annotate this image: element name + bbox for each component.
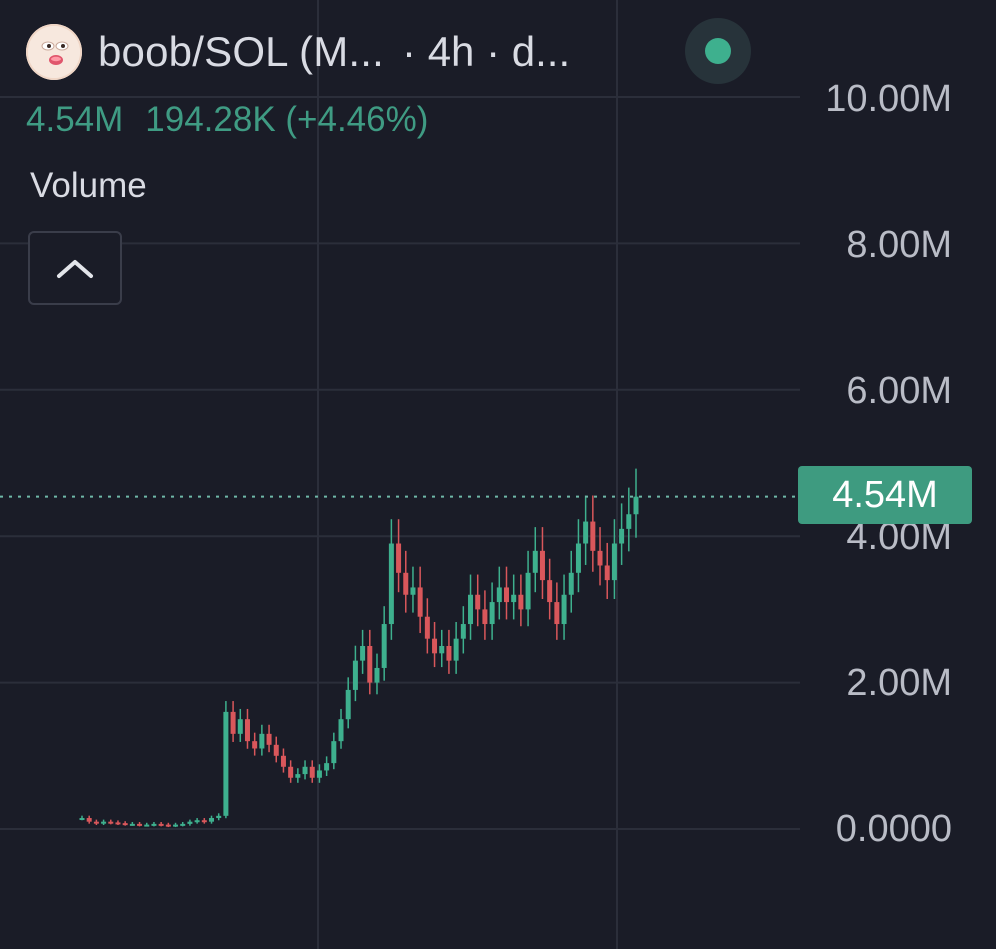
candle-body [590, 521, 596, 551]
candle-body [331, 741, 337, 764]
candle-body [604, 565, 610, 581]
candle-body [302, 766, 308, 775]
candle-body [129, 823, 135, 826]
chart-header: boob/SOL (M... · 4h · d... [26, 24, 570, 80]
candle-body [252, 741, 258, 749]
candle-body [439, 646, 445, 654]
candle-body [611, 543, 617, 581]
candle-body [173, 824, 179, 827]
candle-body [568, 572, 574, 595]
candle-body [597, 550, 603, 566]
candle-body [381, 624, 387, 668]
candle-body [223, 711, 229, 816]
y-tick-label: 0.0000 [835, 808, 952, 850]
candle-body [525, 572, 531, 610]
candle-body [360, 646, 366, 661]
candle-body [79, 818, 85, 821]
candle-body [209, 818, 215, 822]
candle-body [403, 572, 409, 595]
candle-body [338, 719, 344, 742]
chevron-up-icon [57, 260, 93, 278]
interval-label[interactable]: · 4h · d... [402, 28, 571, 75]
candle-body [144, 824, 150, 827]
candle-body [561, 594, 567, 625]
live-status-indicator[interactable] [685, 18, 751, 84]
y-tick-label: 6.00M [846, 370, 952, 412]
candle-body [352, 660, 358, 690]
candle-body [201, 820, 207, 823]
candle-body [345, 689, 351, 720]
candle-body [266, 733, 272, 745]
candle-body [288, 766, 294, 778]
candle-body [244, 719, 250, 742]
candle-body [165, 824, 171, 827]
candle-body [396, 543, 402, 573]
candle-body [453, 638, 459, 661]
chart-grid [0, 0, 800, 949]
candle-body [503, 587, 509, 603]
candle-body [237, 719, 243, 734]
candle-body [309, 766, 315, 778]
candle-body [424, 616, 430, 639]
candle-body [151, 823, 157, 826]
candle-body [216, 815, 222, 819]
volume-indicator-label[interactable]: Volume [30, 166, 147, 205]
candle-body [194, 820, 200, 823]
candle-body [93, 821, 99, 824]
candle-body [187, 821, 193, 824]
candle-body [518, 594, 524, 610]
candle-body [633, 496, 639, 515]
candle-body [158, 823, 164, 826]
candle-body [496, 587, 502, 603]
candle-body [122, 823, 128, 826]
candle-body [280, 755, 286, 767]
candle-body [388, 543, 394, 625]
candle-body [554, 602, 560, 625]
candle-body [539, 550, 545, 581]
candle-body [475, 594, 481, 610]
candle-body [410, 587, 416, 595]
candle-body [367, 646, 373, 683]
price-summary: 4.54M 194.28K (+4.46%) [26, 100, 428, 140]
y-tick-label: 10.00M [825, 78, 952, 120]
collapse-indicators-button[interactable] [28, 231, 122, 305]
candle-body [489, 602, 495, 625]
candle-body [532, 550, 538, 573]
candle-body [583, 521, 589, 544]
candle-body [374, 667, 380, 683]
candle-body [575, 543, 581, 573]
candle-body [273, 744, 279, 756]
candle-body [511, 594, 517, 603]
candle-body [295, 774, 301, 778]
candle-body [137, 823, 143, 826]
price-change: 194.28K (+4.46%) [145, 100, 429, 139]
candle-body [324, 763, 330, 771]
candle-body [417, 587, 423, 617]
trading-pair-title[interactable]: boob/SOL (M... [98, 28, 385, 75]
candle-body [108, 821, 114, 824]
candle-body [432, 638, 438, 654]
candle-body [230, 711, 236, 734]
token-avatar[interactable] [26, 24, 82, 80]
candle-body [626, 514, 632, 529]
candle-body [619, 528, 625, 544]
candlestick-series [79, 468, 639, 828]
live-status-dot [705, 38, 731, 64]
y-tick-label: 2.00M [846, 662, 952, 704]
candle-body [547, 580, 553, 603]
last-price-badge: 4.54M [798, 466, 972, 524]
candle-body [115, 822, 121, 825]
y-tick-label: 8.00M [846, 224, 952, 266]
candle-body [468, 594, 474, 625]
candle-body [316, 770, 322, 778]
last-price: 4.54M [26, 100, 124, 139]
candle-body [482, 609, 488, 625]
candle-body [446, 646, 452, 661]
candle-body [259, 733, 265, 749]
candle-body [101, 821, 107, 824]
candle-body [460, 624, 466, 639]
candle-body [86, 818, 92, 822]
candle-body [180, 823, 186, 826]
